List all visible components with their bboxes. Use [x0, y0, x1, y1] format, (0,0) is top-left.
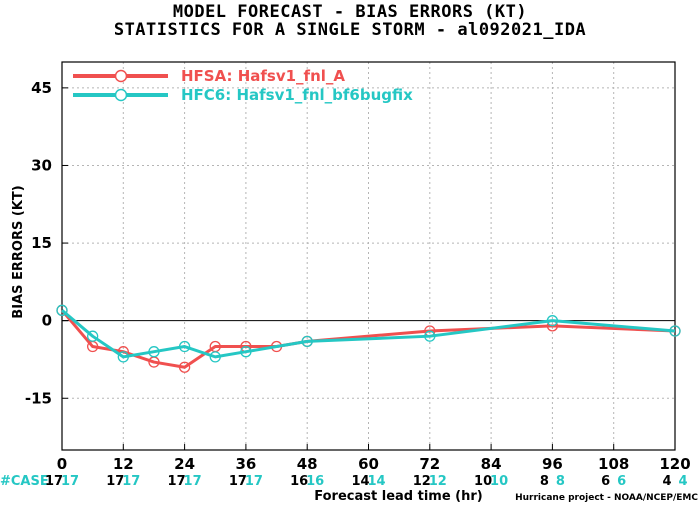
data-point [148, 346, 160, 358]
data-point [546, 315, 559, 327]
case-count: 17 [106, 474, 124, 489]
x-tick-label: 120 [659, 455, 690, 473]
case-count: 17 [168, 474, 186, 489]
case-count: 8 [540, 474, 549, 489]
case-count: 6 [601, 474, 610, 489]
x-tick-label: 36 [235, 455, 256, 473]
data-point [117, 351, 129, 363]
case-count: 4 [678, 474, 687, 489]
legend-marker [114, 69, 128, 83]
legend-label: HFC6: Hafsv1_fnl_bf6bugfix [181, 86, 413, 104]
data-point [240, 346, 252, 358]
legend-marker [114, 88, 128, 102]
data-point [87, 330, 99, 342]
case-count: 12 [413, 474, 431, 489]
data-point [669, 325, 681, 337]
case-count: 10 [490, 474, 508, 489]
case-count: 4 [662, 474, 671, 489]
y-axis-title: BIAS ERRORS (KT) [11, 185, 26, 318]
case-count: 16 [306, 474, 324, 489]
data-series [56, 304, 681, 373]
y-tick-label: 45 [31, 79, 52, 97]
y-tick-label: 0 [42, 312, 52, 330]
data-point [424, 330, 436, 342]
y-tick-label: 15 [31, 234, 52, 252]
case-count: 17 [245, 474, 263, 489]
x-tick-label: 72 [419, 455, 440, 473]
case-count: 17 [61, 474, 79, 489]
x-tick-label: 0 [57, 455, 67, 473]
case-count: 16 [290, 474, 308, 489]
x-tick-label: 96 [542, 455, 563, 473]
y-tick-label: -15 [25, 389, 52, 407]
case-count: 8 [556, 474, 565, 489]
chart-title: MODEL FORECAST - BIAS ERRORS (KT) [172, 2, 528, 22]
case-count: 10 [474, 474, 492, 489]
x-tick-label: 60 [358, 455, 379, 473]
x-tick-label: 84 [481, 455, 502, 473]
case-count: 12 [429, 474, 447, 489]
case-count: 17 [184, 474, 202, 489]
x-tick-label: 48 [297, 455, 318, 473]
x-tick-label: 12 [113, 455, 134, 473]
series-line [61, 309, 676, 359]
case-count: 6 [617, 474, 626, 489]
data-point [301, 335, 313, 348]
chart-subtitle: STATISTICS FOR A SINGLE STORM - al092021… [113, 20, 587, 40]
data-point [178, 340, 191, 353]
case-count: 14 [367, 474, 385, 489]
axis-ticks: 0 12 24 36 48 60 72 84 96 108 120 45 30 15 0 -15 [25, 79, 691, 473]
credit-text: Hurricane project - NOAA/NCEP/EMC [515, 493, 698, 503]
data-point [56, 304, 68, 316]
x-tick-label: 108 [598, 455, 629, 473]
x-tick-label: 24 [174, 455, 195, 473]
case-count: 14 [351, 474, 369, 489]
case-row-label: #CASE [0, 474, 49, 489]
plot-frame [61, 61, 676, 451]
y-tick-label: 30 [31, 156, 52, 174]
legend-label: HFSA: Hafsv1_fnl_A [181, 67, 345, 85]
grid-lines [62, 62, 675, 450]
case-count: 17 [45, 474, 63, 489]
data-point [178, 361, 191, 373]
x-axis-title: Forecast lead time (hr) [314, 489, 482, 504]
data-point [209, 351, 221, 363]
case-count: 17 [229, 474, 247, 489]
case-count: 17 [122, 474, 140, 489]
